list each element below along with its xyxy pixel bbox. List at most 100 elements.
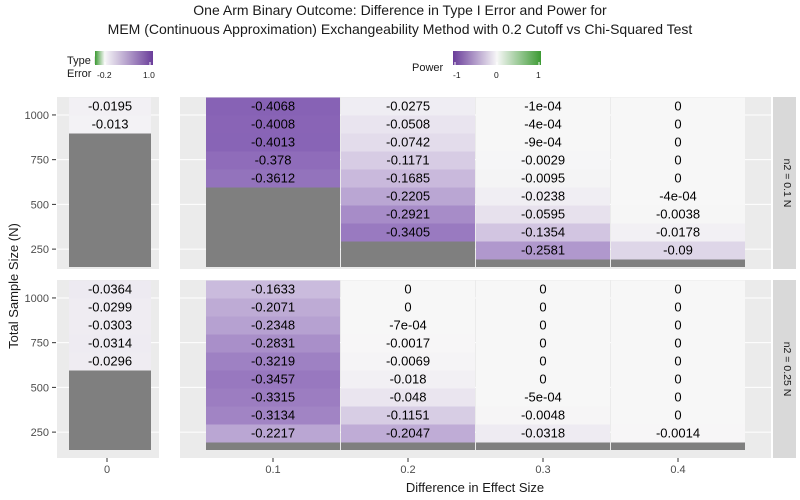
power-0-col3-cell-label: -4e-04 [659, 189, 697, 204]
power-1-col2-cell [476, 406, 610, 425]
power-1-col0-cell-label: -0.3457 [251, 372, 295, 387]
power-0-col0-cell [206, 97, 340, 116]
power-0-col2-cell [476, 151, 610, 170]
power-0-col3-cell [611, 187, 745, 206]
power-1-col2-cell [476, 388, 610, 407]
type1-1-cell-label: -0.0296 [88, 354, 132, 369]
power-0-col2-cell-label: -0.0095 [521, 171, 565, 186]
power-0-col0-cell-label: -0.4013 [251, 135, 295, 150]
power-1-col2-cell-label: -0.0318 [521, 426, 565, 441]
power-0-col1-cell [341, 97, 475, 116]
power-0-col2-cell-label: -0.0238 [521, 189, 565, 204]
power-0-col2-cell [476, 241, 610, 260]
power-1-col1-cell [341, 280, 475, 299]
type1-1-cell [69, 334, 151, 353]
power-0-col3-cell [611, 97, 745, 116]
y-tick-label: 1000 [25, 293, 49, 305]
legend-type1-min-label: -0.2 [97, 70, 112, 80]
power-0-col1-cell [341, 151, 475, 170]
power-0-col0-cell [206, 115, 340, 134]
power-0-col2-cell [476, 205, 610, 224]
power-1-col0-cell [206, 352, 340, 371]
power-0-col0-na-block [206, 187, 340, 267]
power-1-col2-cell-label: 0 [539, 318, 546, 333]
chart-title-line2: MEM (Continuous Approximation) Exchangea… [108, 21, 693, 37]
power-1-col2-na-block [476, 442, 610, 450]
x-tick-label-0.4: 0.4 [670, 464, 685, 476]
power-1-col0-cell-label: -0.3315 [251, 390, 295, 405]
power-1-col1-cell [341, 316, 475, 335]
panel-0: 1000 750 500 250 -0.0195 -0.013 -0.4068 -0.4008… [25, 97, 771, 269]
power-0-col1-cell-label: -0.2205 [386, 189, 430, 204]
x-tick-label-0.1: 0.1 [265, 464, 280, 476]
legend-type1-title-2: Error [67, 68, 92, 80]
power-1-col3-cell [611, 316, 745, 335]
power-1-col3-cell [611, 352, 745, 371]
power-1-col0-cell-label: -0.2217 [251, 426, 295, 441]
power-1-col2-cell [476, 424, 610, 443]
legend-power-tick-1: 1 [536, 70, 541, 80]
power-0-col3-cell-label: -0.0178 [656, 225, 700, 240]
power-1-col3-cell [611, 424, 745, 443]
legend-power-tick-neg1: -1 [453, 70, 461, 80]
power-1-col1-cell-label: -0.018 [390, 372, 427, 387]
power-0-col1-cell [341, 205, 475, 224]
power-1-col3-cell-label: 0 [674, 354, 681, 369]
power-1-col3-cell-label: 0 [674, 372, 681, 387]
power-0-col3-cell-label: -0.09 [663, 243, 693, 258]
power-1-col3-cell-label: -0.0014 [656, 426, 700, 441]
power-0-col2-cell [476, 223, 610, 242]
facet-strip-bottom: n2 = 0.25 N [773, 280, 796, 458]
power-0-col2-cell-label: -1e-04 [524, 99, 562, 114]
power-1-col0-cell-label: -0.2831 [251, 336, 295, 351]
power-1-col1-cell [341, 388, 475, 407]
power-0-col1-cell-label: -0.2921 [386, 207, 430, 222]
power-1-col1-cell-label: 0 [404, 282, 411, 297]
type1-1-cell-label: -0.0314 [88, 336, 132, 351]
power-0-col3-cell [611, 169, 745, 188]
power-1-col1-cell-label: -0.1151 [386, 408, 429, 423]
power-1-col2-cell [476, 280, 610, 299]
type1-0-cell [69, 97, 151, 116]
power-1-col0-cell-label: -0.3219 [251, 354, 295, 369]
power-1-col3-cell-label: 0 [674, 318, 681, 333]
power-0-col2-na-block [476, 259, 610, 267]
power-0-col3-cell-label: 0 [674, 171, 681, 186]
y-axis-title: Total Sample Size (N) [6, 223, 21, 349]
power-1-col3-cell-label: 0 [674, 300, 681, 315]
power-1-col2-cell-label: 0 [539, 300, 546, 315]
power-1-col1-cell [341, 406, 475, 425]
power-1-col2-cell-label: -5e-04 [524, 390, 562, 405]
power-1-col0-cell-label: -0.1633 [251, 282, 295, 297]
power-1-col1-cell [341, 424, 475, 443]
facet-strip-top-label: n2 = 0.1 N [781, 159, 793, 208]
power-1-col3-cell [611, 388, 745, 407]
power-0-col3-cell [611, 223, 745, 242]
y-tick-label: 1000 [25, 110, 49, 122]
legend-type1-max-label: 1.0 [143, 70, 155, 80]
power-1-col1-cell-label: -0.0017 [386, 336, 430, 351]
power-0-col2-cell-label: -0.2581 [521, 243, 565, 258]
power-1-col2-cell-label: 0 [539, 354, 546, 369]
power-0-col1-cell [341, 115, 475, 134]
power-1-col2-cell [476, 316, 610, 335]
power-0-col3-cell [611, 241, 745, 260]
power-1-col1-cell [341, 370, 475, 389]
power-1-col2-cell-label: 0 [539, 336, 546, 351]
power-0-col1-cell-label: -0.0508 [386, 117, 430, 132]
y-tick-label: 500 [31, 382, 49, 394]
type1-0-cell-label: -0.013 [92, 117, 129, 132]
power-1-col3-cell [611, 406, 745, 425]
power-0-col2-cell [476, 169, 610, 188]
power-1-col2-cell [476, 298, 610, 317]
type1-0-cell [69, 115, 151, 134]
power-0-col3-cell [611, 151, 745, 170]
power-0-col0-cell [206, 169, 340, 188]
power-1-col0-cell [206, 280, 340, 299]
power-0-col2-cell-label: -0.0029 [521, 153, 565, 168]
power-0-col0-cell [206, 133, 340, 152]
power-0-col0-cell-label: -0.4068 [251, 99, 295, 114]
power-0-col2-cell-label: -9e-04 [524, 135, 562, 150]
power-0-col3-cell-label: -0.0038 [656, 207, 700, 222]
